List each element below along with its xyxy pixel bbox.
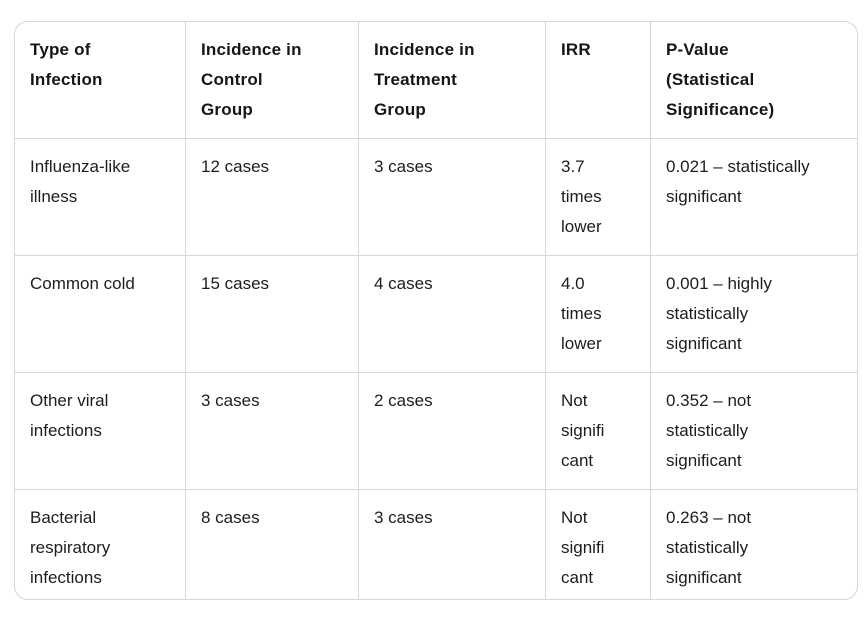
cell-treatment-incidence: 3 cases: [359, 139, 546, 256]
cell-p-value: 0.021 – statistically significant: [651, 139, 857, 256]
cell-infection-type: Common cold: [15, 256, 186, 373]
column-header-incidence-treatment-group: Incidence in Treatment Group: [359, 22, 546, 139]
table-row-common-cold: Common cold 15 cases 4 cases 4.0 times l…: [15, 256, 857, 373]
cell-control-incidence: 8 cases: [186, 490, 359, 599]
cell-treatment-incidence: 2 cases: [359, 373, 546, 490]
header-row: Type of Infection Incidence in Control G…: [15, 22, 857, 139]
cell-irr: Not signifi cant: [546, 490, 651, 599]
infection-results-table: Type of Infection Incidence in Control G…: [15, 22, 857, 599]
column-header-type-of-infection: Type of Infection: [15, 22, 186, 139]
cell-p-value: 0.263 – not statistically significant: [666, 508, 752, 587]
cell-p-value: 0.352 – not statistically significant: [651, 373, 857, 490]
column-header-incidence-control-group: Incidence in Control Group: [186, 22, 359, 139]
table-row-other-viral-infections: Other viral infections 3 cases 2 cases N…: [15, 373, 857, 490]
cell-control-incidence: 3 cases: [186, 373, 359, 490]
cell-irr: 3.7 times lower: [546, 139, 651, 256]
cell-infection-type: Other viral infections: [15, 373, 186, 490]
table-row-bacterial-respiratory-infections: Bacterial respiratory infections 8 cases…: [15, 490, 857, 599]
infection-results-table-container: Type of Infection Incidence in Control G…: [14, 21, 858, 600]
cell-treatment-incidence: 3 cases: [359, 490, 546, 599]
cell-control-incidence: 12 cases: [186, 139, 359, 256]
cell-irr: Not signifi cant: [546, 373, 651, 490]
table-row-influenza-like-illness: Influenza-like illness 12 cases 3 cases …: [15, 139, 857, 256]
cell-infection-type: Influenza-like illness: [15, 139, 186, 256]
cell-irr: 4.0 times lower: [546, 256, 651, 373]
cell-p-value: 0.001 – highly statistically significant: [651, 256, 857, 373]
column-header-p-value: P-Value (Statistical Significance): [651, 22, 857, 139]
cell-control-incidence: 15 cases: [186, 256, 359, 373]
cell-infection-type: Bacterial respiratory infections: [15, 490, 186, 599]
cell-treatment-incidence: 4 cases: [359, 256, 546, 373]
column-header-irr: IRR: [546, 22, 651, 139]
